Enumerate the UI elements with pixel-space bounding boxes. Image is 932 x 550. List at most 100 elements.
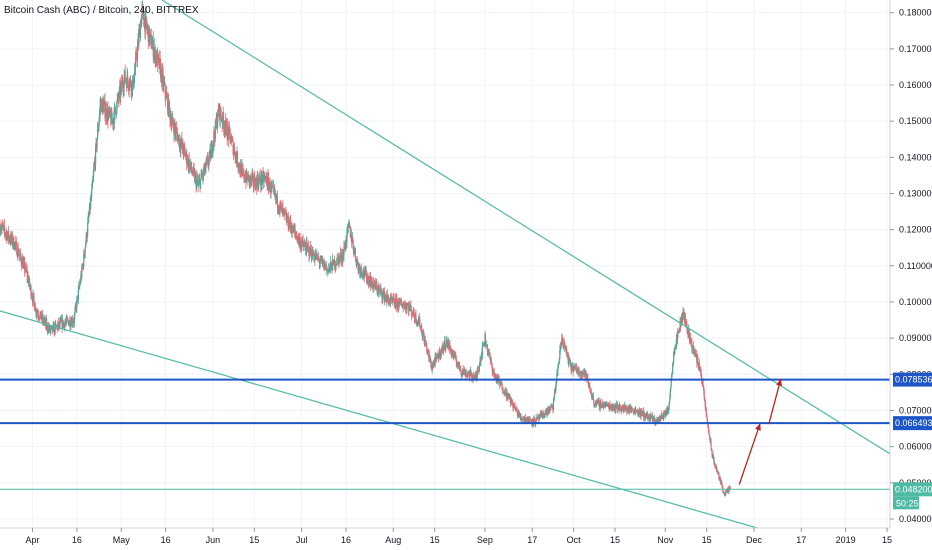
candle-body xyxy=(343,246,346,249)
candle-body xyxy=(120,86,122,97)
candle-body xyxy=(145,15,147,18)
candle-body xyxy=(552,401,555,410)
candle-body xyxy=(291,230,293,234)
candle-body xyxy=(450,348,452,354)
candle-body xyxy=(621,408,623,412)
candle-body xyxy=(445,344,447,348)
candle-body xyxy=(172,117,174,125)
candle-body xyxy=(69,320,71,327)
candle-body xyxy=(548,407,550,413)
candle-body xyxy=(683,313,686,320)
candle-body xyxy=(616,403,619,411)
candle-body xyxy=(694,352,696,354)
time-tick-label: 15 xyxy=(610,535,620,545)
candle-body xyxy=(0,229,2,231)
candle-body xyxy=(498,379,500,383)
candle-body xyxy=(170,123,173,127)
candle-body xyxy=(620,408,622,412)
candle-body xyxy=(415,313,417,323)
candle-body xyxy=(436,353,438,359)
candle-body xyxy=(703,386,705,391)
candle-body xyxy=(542,411,544,417)
candle-body xyxy=(251,174,253,178)
candle-body xyxy=(248,174,250,176)
candle-body xyxy=(356,261,358,262)
candle-body xyxy=(533,418,535,424)
candle-body xyxy=(714,463,716,467)
candle-body xyxy=(395,298,397,307)
candle-body xyxy=(486,344,488,352)
level-price-badge xyxy=(893,416,932,431)
candle-body xyxy=(713,459,715,465)
candle-body xyxy=(530,420,532,422)
candle-body xyxy=(708,427,710,432)
candle-body xyxy=(380,288,383,292)
candle-body xyxy=(82,264,84,268)
candle-body xyxy=(207,164,210,166)
candle-body xyxy=(78,285,80,287)
candle-body xyxy=(1,224,4,227)
time-axis[interactable]: Apr 16 May 16 Jun 15 Jul 16 Aug 15 Sep 17 Oct 15 Nov 15… xyxy=(0,527,932,550)
candle-body xyxy=(206,159,208,162)
candle-body xyxy=(67,319,69,322)
candle-body xyxy=(527,416,529,422)
candle-body xyxy=(595,401,597,405)
candle-body xyxy=(257,177,259,184)
candle-body xyxy=(444,341,446,349)
price-axis[interactable]: 0.18000000 0.17000000 0.16000000 0.15000000… xyxy=(889,0,932,550)
candle-body xyxy=(471,373,473,378)
candle-body xyxy=(183,145,185,149)
candle-body xyxy=(350,234,352,242)
candle-body xyxy=(214,120,216,139)
candle-body xyxy=(180,143,182,150)
candle-body xyxy=(491,362,493,368)
candle-body xyxy=(8,236,10,241)
candle-body xyxy=(224,127,226,131)
candle-body xyxy=(398,300,400,308)
candle-body xyxy=(519,413,521,417)
candle-body xyxy=(690,340,692,342)
candle-body xyxy=(706,414,708,418)
candle-body xyxy=(116,99,118,103)
candle-body xyxy=(419,318,421,327)
candle-body xyxy=(615,404,618,406)
candle-body xyxy=(563,347,565,348)
candle-body xyxy=(491,367,493,373)
price-tick-label: 0.16000000 xyxy=(899,80,932,90)
candle-body xyxy=(87,216,89,223)
candle-body xyxy=(205,161,207,168)
price-tick-label: 0.12000000 xyxy=(899,225,932,235)
candle-body xyxy=(729,487,731,490)
candle-body xyxy=(457,363,459,365)
candle-body xyxy=(556,373,558,382)
candle-body xyxy=(466,373,468,375)
candle-body xyxy=(639,410,641,412)
candle-body xyxy=(301,239,303,244)
candle-body xyxy=(471,375,474,379)
time-tick-label: Oct xyxy=(567,535,582,545)
candle-body xyxy=(26,270,28,278)
candle-body xyxy=(353,249,355,253)
price-tick-label: 0.18000000 xyxy=(899,8,932,18)
candle-body xyxy=(455,355,457,360)
candle-body xyxy=(273,187,275,191)
candle-body xyxy=(170,118,172,127)
candle-body xyxy=(2,226,5,228)
candle-body xyxy=(151,48,153,49)
candle-body xyxy=(363,269,365,275)
candle-body xyxy=(88,212,90,216)
candle-body xyxy=(438,354,440,359)
candle-body xyxy=(525,418,527,422)
candle-body xyxy=(177,136,179,141)
candle-body xyxy=(279,202,281,210)
candle-body xyxy=(207,158,209,165)
candle-body xyxy=(439,355,442,357)
candle-body xyxy=(96,128,99,140)
candle-body xyxy=(413,309,415,316)
candle-body xyxy=(433,362,435,363)
candle-body xyxy=(270,184,273,188)
candle-body xyxy=(345,242,348,245)
candle-body xyxy=(659,416,661,418)
